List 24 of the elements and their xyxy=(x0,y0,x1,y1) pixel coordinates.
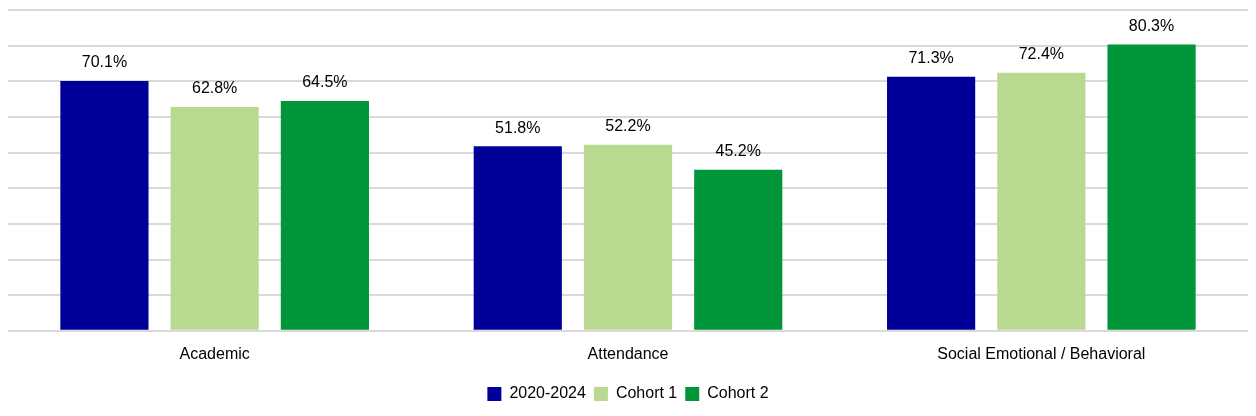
data-label: 72.4% xyxy=(1018,45,1065,63)
bar xyxy=(280,100,369,330)
legend-label: Cohort 1 xyxy=(615,384,678,402)
bar xyxy=(170,106,259,330)
data-label: 52.2% xyxy=(605,117,651,135)
x-tick-label: Social Emotional / Behavioral xyxy=(937,344,1146,362)
bar xyxy=(1107,44,1196,330)
data-label: 64.5% xyxy=(302,73,348,91)
legend-label: Cohort 2 xyxy=(707,384,769,402)
data-label: 70.1% xyxy=(81,53,128,71)
bar xyxy=(887,76,976,330)
bar xyxy=(583,144,673,330)
data-label: 45.2% xyxy=(715,142,761,160)
data-label: 71.3% xyxy=(908,49,954,67)
x-tick-label: Attendance xyxy=(587,344,669,362)
data-label: 62.8% xyxy=(191,79,238,97)
bar xyxy=(694,169,783,330)
x-tick-label: Academic xyxy=(179,344,250,362)
data-label: 80.3% xyxy=(1128,16,1175,34)
bar xyxy=(997,72,1086,330)
bar xyxy=(60,80,149,330)
legend-label: 2020-2024 xyxy=(509,384,586,402)
data-label: 51.8% xyxy=(495,118,541,136)
bar xyxy=(473,146,562,330)
